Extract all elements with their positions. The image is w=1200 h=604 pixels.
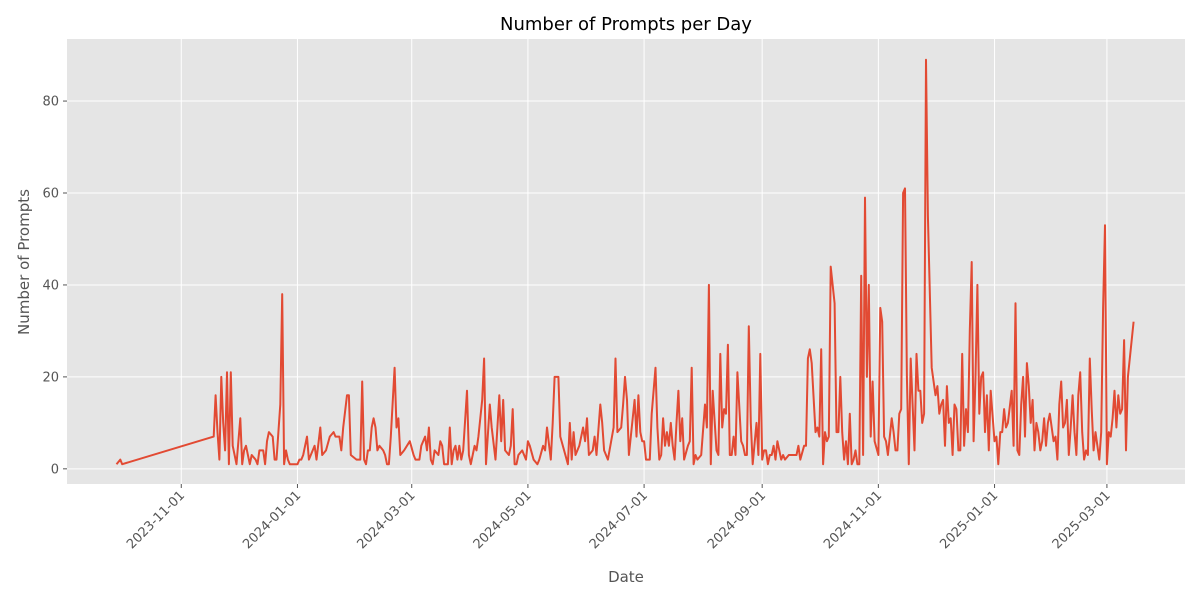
x-tick-label: 2025-01-01 — [937, 488, 1001, 552]
x-tick-label: 2023-11-01 — [124, 488, 188, 552]
x-tick-label: 2024-09-01 — [705, 488, 769, 552]
x-axis-ticks: 2023-11-01 2024-01-01 2024-03-01 2024-05-01… — [124, 484, 1114, 552]
series-layer — [115, 58, 1135, 466]
y-tick-label: 40 — [42, 278, 59, 293]
x-tick-label: 2024-05-01 — [471, 488, 535, 552]
y-axis-label: Number of Prompts — [15, 189, 33, 335]
chart-title: Number of Prompts per Day — [500, 14, 752, 35]
y-tick-label: 0 — [51, 462, 59, 477]
y-tick-label: 20 — [42, 370, 59, 385]
y-tick-label: 80 — [42, 95, 59, 110]
x-axis-label: Date — [608, 568, 644, 586]
y-tick-label: 60 — [42, 187, 59, 202]
x-tick-label: 2025-03-01 — [1050, 488, 1114, 552]
x-tick-label: 2024-11-01 — [821, 488, 885, 552]
x-tick-label: 2024-07-01 — [587, 488, 651, 552]
plot-background — [67, 39, 1185, 484]
y-axis-ticks: 0 20 40 60 80 — [42, 95, 67, 477]
series-line — [115, 58, 1135, 466]
x-tick-label: 2024-03-01 — [355, 488, 419, 552]
x-tick-label: 2024-01-01 — [240, 488, 304, 552]
